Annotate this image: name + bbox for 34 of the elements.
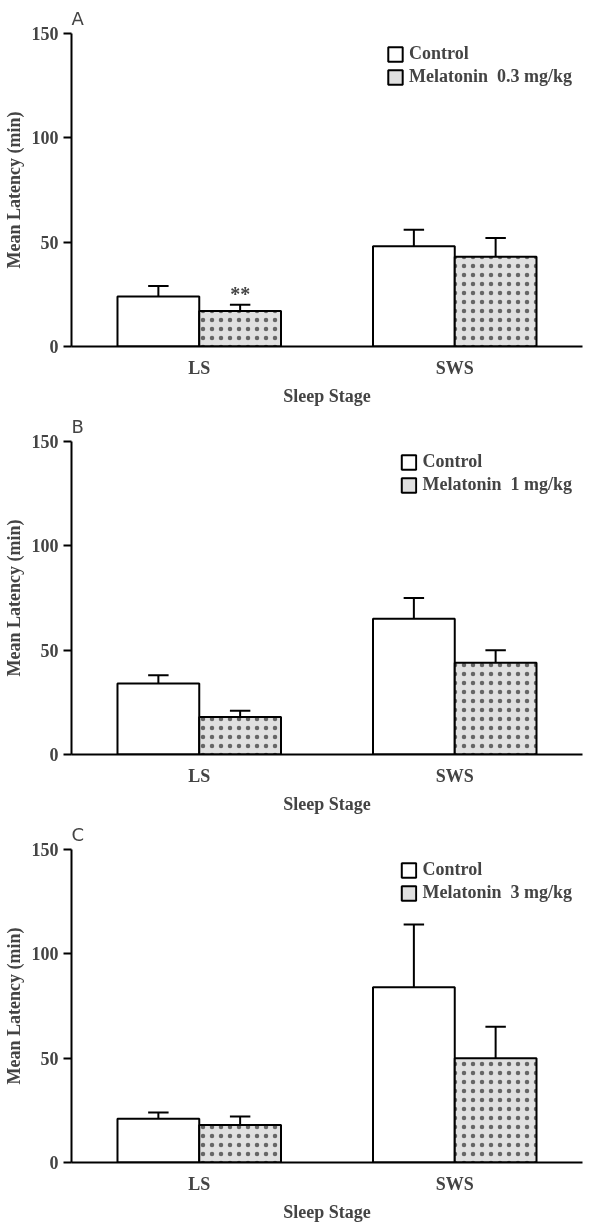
y-axis-title: Mean Latency (min): [3, 927, 25, 1085]
y-axis-title: Mean Latency (min): [3, 519, 25, 677]
y-tick-label: 0: [49, 337, 59, 357]
chart-title: C: [71, 823, 85, 845]
x-tick-label: LS: [188, 765, 211, 786]
y-tick-label: 50: [40, 640, 59, 661]
x-tick-label: SWS: [435, 1173, 474, 1194]
annotation: **: [230, 282, 251, 305]
y-tick-label: 100: [31, 944, 59, 965]
legend-label: Melatonin 1 mg/kg: [422, 474, 572, 495]
x-axis-title: Sleep Stage: [283, 1201, 371, 1222]
chart-title: B: [71, 415, 84, 437]
legend-label: Control: [422, 859, 483, 880]
legend-label: Melatonin 0.3 mg/kg: [408, 66, 572, 87]
x-tick-label: LS: [188, 1173, 211, 1194]
legend-label: Control: [422, 451, 483, 472]
y-tick-label: 150: [31, 432, 59, 452]
y-tick-label: 150: [31, 24, 59, 44]
y-tick-label: 100: [31, 128, 59, 149]
x-axis-title: Sleep Stage: [283, 793, 371, 814]
y-tick-label: 0: [49, 745, 59, 765]
x-tick-label: SWS: [435, 765, 474, 786]
x-tick-label: SWS: [435, 357, 474, 378]
y-tick-label: 100: [31, 536, 59, 557]
x-tick-label: LS: [188, 357, 211, 378]
y-tick-label: 150: [31, 840, 59, 860]
y-axis-title: Mean Latency (min): [3, 111, 25, 269]
y-tick-label: 50: [40, 232, 59, 253]
x-axis-title: Sleep Stage: [283, 385, 371, 406]
chart-title: A: [71, 7, 85, 29]
legend-label: Control: [408, 43, 469, 64]
legend-label: Melatonin 3 mg/kg: [422, 882, 572, 903]
y-tick-label: 0: [49, 1153, 59, 1173]
y-tick-label: 50: [40, 1048, 59, 1069]
